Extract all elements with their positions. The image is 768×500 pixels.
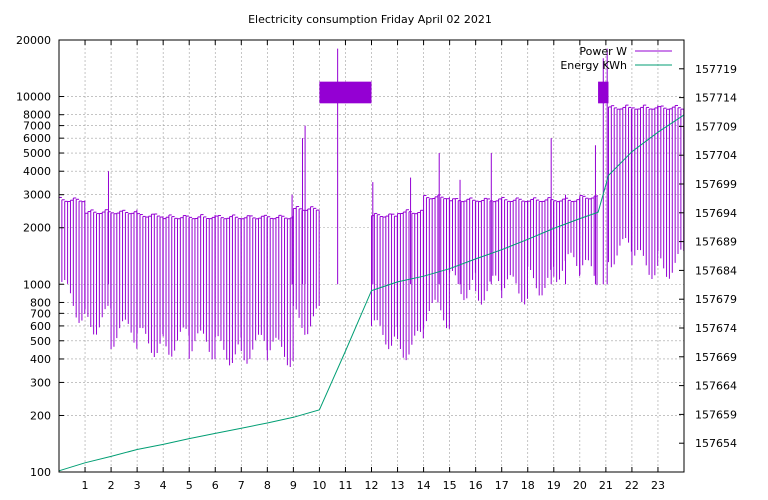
y-tick-label: 5000 xyxy=(23,147,51,160)
y-tick-label: 2000 xyxy=(23,222,51,235)
x-tick-label: 20 xyxy=(573,479,587,492)
energy-series xyxy=(58,114,685,472)
y-tick-label: 6000 xyxy=(23,132,51,145)
power-band xyxy=(501,196,528,305)
y2-tick-label: 157664 xyxy=(695,380,737,393)
x-tick-label: 16 xyxy=(469,479,483,492)
y-tick-label: 3000 xyxy=(23,189,51,202)
y2-tick-label: 157714 xyxy=(695,92,737,105)
chart-title: Electricity consumption Friday April 02 … xyxy=(248,13,492,26)
y-tick-label: 200 xyxy=(30,409,51,422)
x-tick-label: 3 xyxy=(134,479,141,492)
y-tick-label: 800 xyxy=(30,296,51,309)
x-tick-label: 15 xyxy=(443,479,457,492)
y2-tick-label: 157684 xyxy=(695,264,737,277)
x-tick-label: 4 xyxy=(160,479,167,492)
legend-label-energy: Energy KWh xyxy=(560,59,627,72)
y2-tick-label: 157674 xyxy=(695,322,737,335)
y2-tick-label: 157669 xyxy=(695,351,737,364)
y2-tick-label: 157699 xyxy=(695,178,737,191)
x-tick-label: 5 xyxy=(186,479,193,492)
x-tick-label: 8 xyxy=(264,479,271,492)
y-tick-label: 7000 xyxy=(23,120,51,133)
x-tick-label: 18 xyxy=(521,479,535,492)
energy-line xyxy=(58,114,685,472)
y2-tick-label: 157659 xyxy=(695,408,737,421)
y-tick-label: 500 xyxy=(30,335,51,348)
x-tick-label: 7 xyxy=(238,479,245,492)
power-band xyxy=(607,104,632,268)
power-band xyxy=(371,212,398,350)
y2-tick-label: 157709 xyxy=(695,120,737,133)
tick-labels: 1 2 3 4 5 6 7 8 9 10 11 12 13 14 15 16 17 18 19 20 21 22 23100… xyxy=(16,34,737,492)
x-tick-label: 23 xyxy=(651,479,665,492)
x-tick-label: 14 xyxy=(417,479,431,492)
x-tick-label: 2 xyxy=(108,479,115,492)
y2-tick-label: 157719 xyxy=(695,63,737,76)
y-tick-label: 300 xyxy=(30,376,51,389)
x-tick-label: 13 xyxy=(391,479,405,492)
x-tick-label: 11 xyxy=(338,479,352,492)
y-tick-label: 10000 xyxy=(16,91,51,104)
x-tick-label: 21 xyxy=(599,479,613,492)
y-tick-label: 100 xyxy=(30,466,51,479)
legend: Power W Energy KWh xyxy=(560,45,672,72)
x-tick-label: 1 xyxy=(82,479,89,492)
x-tick-label: 6 xyxy=(212,479,219,492)
y-tick-label: 8000 xyxy=(23,109,51,122)
power-series xyxy=(58,48,685,368)
y2-tick-label: 157679 xyxy=(695,293,737,306)
power-band xyxy=(423,194,450,329)
x-tick-label: 9 xyxy=(290,479,297,492)
y-tick-label: 700 xyxy=(30,307,51,320)
axis-ticks xyxy=(59,39,684,473)
power-block xyxy=(319,81,372,104)
x-tick-label: 19 xyxy=(547,479,561,492)
power-band xyxy=(319,81,372,104)
y-tick-label: 20000 xyxy=(16,34,51,47)
y2-tick-label: 157704 xyxy=(695,149,737,162)
y-tick-label: 4000 xyxy=(23,165,51,178)
y-tick-label: 400 xyxy=(30,353,51,366)
y-tick-label: 600 xyxy=(30,320,51,333)
y2-tick-label: 157694 xyxy=(695,207,737,220)
y2-tick-label: 157689 xyxy=(695,236,737,249)
power-band xyxy=(188,214,216,360)
x-tick-label: 12 xyxy=(365,479,379,492)
legend-label-power: Power W xyxy=(579,45,627,58)
y2-tick-label: 157654 xyxy=(695,437,737,450)
y-tick-label: 1000 xyxy=(23,278,51,291)
x-tick-label: 10 xyxy=(312,479,326,492)
x-tick-label: 22 xyxy=(625,479,639,492)
power-band xyxy=(266,214,294,368)
x-tick-label: 17 xyxy=(495,479,509,492)
power-band xyxy=(579,194,599,286)
